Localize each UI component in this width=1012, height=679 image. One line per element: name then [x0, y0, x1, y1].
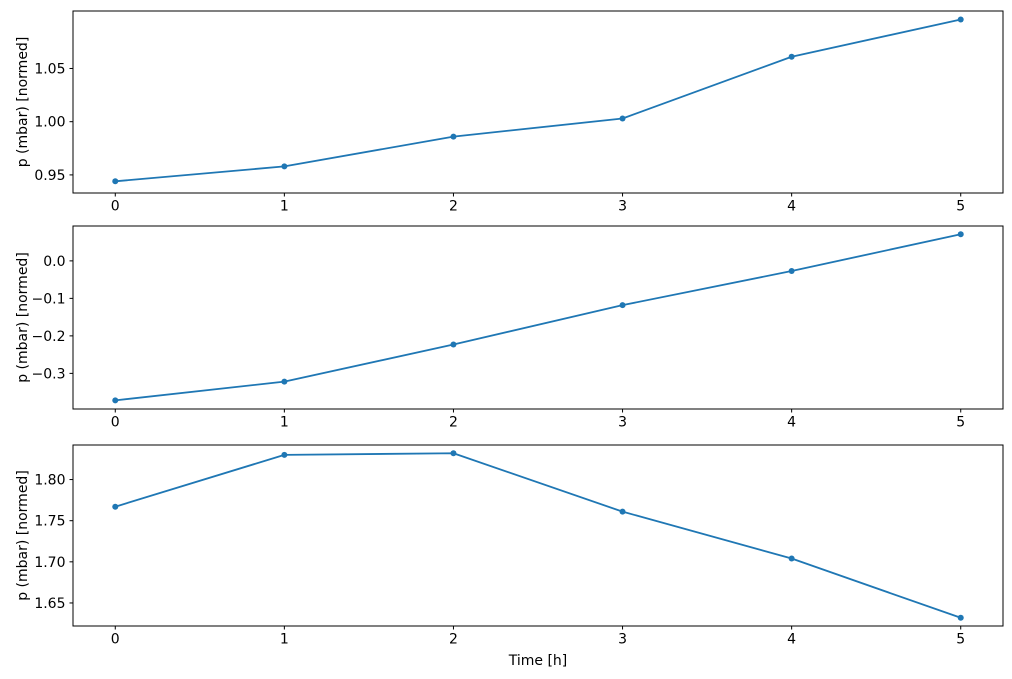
data-line	[114, 233, 962, 402]
subplot-1: 0 1 2 3 4 5 0.95 1.00 1.05p (mbar) [normed]	[15, 10, 1004, 215]
data-point	[619, 302, 626, 309]
data-point	[957, 231, 964, 238]
data-point	[112, 503, 119, 510]
y-tick-label: 1.65	[34, 596, 65, 612]
x-tick-label: 2	[449, 632, 458, 648]
y-tick-label: 1.00	[34, 115, 65, 131]
y-tick-label: 1.80	[34, 473, 65, 489]
data-point	[619, 115, 626, 122]
y-axis-label: p (mbar) [normed]	[15, 470, 31, 601]
data-point	[957, 16, 964, 23]
y-tick-label: 1.70	[34, 555, 65, 571]
x-tick-label: 1	[280, 632, 289, 648]
y-tick-label: 1.75	[34, 514, 65, 530]
y-tick-label: −0.2	[32, 329, 66, 345]
subplot-2: 0 1 2 3 4 5 0.0 −0.1 −0.2 −0.3p (mbar) [normed]	[15, 225, 1004, 431]
data-point	[788, 53, 795, 60]
x-tick-label: 2	[449, 415, 458, 431]
x-tick-label: 1	[280, 199, 289, 215]
x-tick-label: 5	[956, 632, 965, 648]
data-point	[281, 451, 288, 458]
data-point	[450, 133, 457, 140]
data-point	[788, 268, 795, 274]
x-tick-label: 4	[787, 199, 796, 215]
data-point	[281, 378, 288, 385]
y-axis-label: p (mbar) [normed]	[15, 252, 31, 383]
x-tick-label: 1	[280, 415, 289, 431]
y-tick-label: −0.1	[32, 291, 66, 307]
x-tick-label: 0	[111, 632, 120, 648]
data-line	[114, 18, 962, 183]
data-point	[450, 450, 457, 457]
axes-frame	[72, 444, 1004, 627]
subplot-3: 0 1 2 3 4 5 1.65 1.70 1.75 1.80p (mbar) [normed] T…	[15, 444, 1004, 669]
x-tick-label: 5	[956, 415, 965, 431]
data-point	[619, 508, 626, 515]
x-tick-label: 5	[956, 199, 965, 215]
x-tick-label: 2	[449, 199, 458, 215]
axes-frame	[72, 10, 1004, 194]
x-tick-label: 3	[618, 632, 627, 648]
data-point	[281, 163, 288, 170]
data-point	[112, 178, 119, 185]
x-tick-label: 0	[111, 415, 120, 431]
x-axis-label: Time [h]	[508, 653, 568, 669]
y-tick-label: 0.0	[43, 254, 65, 270]
y-tick-label: 0.95	[34, 168, 65, 184]
data-point	[450, 341, 457, 348]
x-tick-label: 3	[618, 199, 627, 215]
axes-frame	[72, 225, 1004, 410]
x-tick-label: 3	[618, 415, 627, 431]
data-line	[114, 452, 962, 619]
y-tick-label: 1.05	[34, 61, 65, 77]
x-tick-label: 4	[787, 415, 796, 431]
data-point	[112, 397, 119, 404]
data-point	[788, 555, 795, 562]
y-tick-label: −0.3	[32, 366, 66, 382]
x-tick-label: 4	[787, 632, 796, 648]
x-tick-label: 0	[111, 199, 120, 215]
data-point	[957, 614, 964, 621]
y-axis-label: p (mbar) [normed]	[15, 37, 31, 168]
